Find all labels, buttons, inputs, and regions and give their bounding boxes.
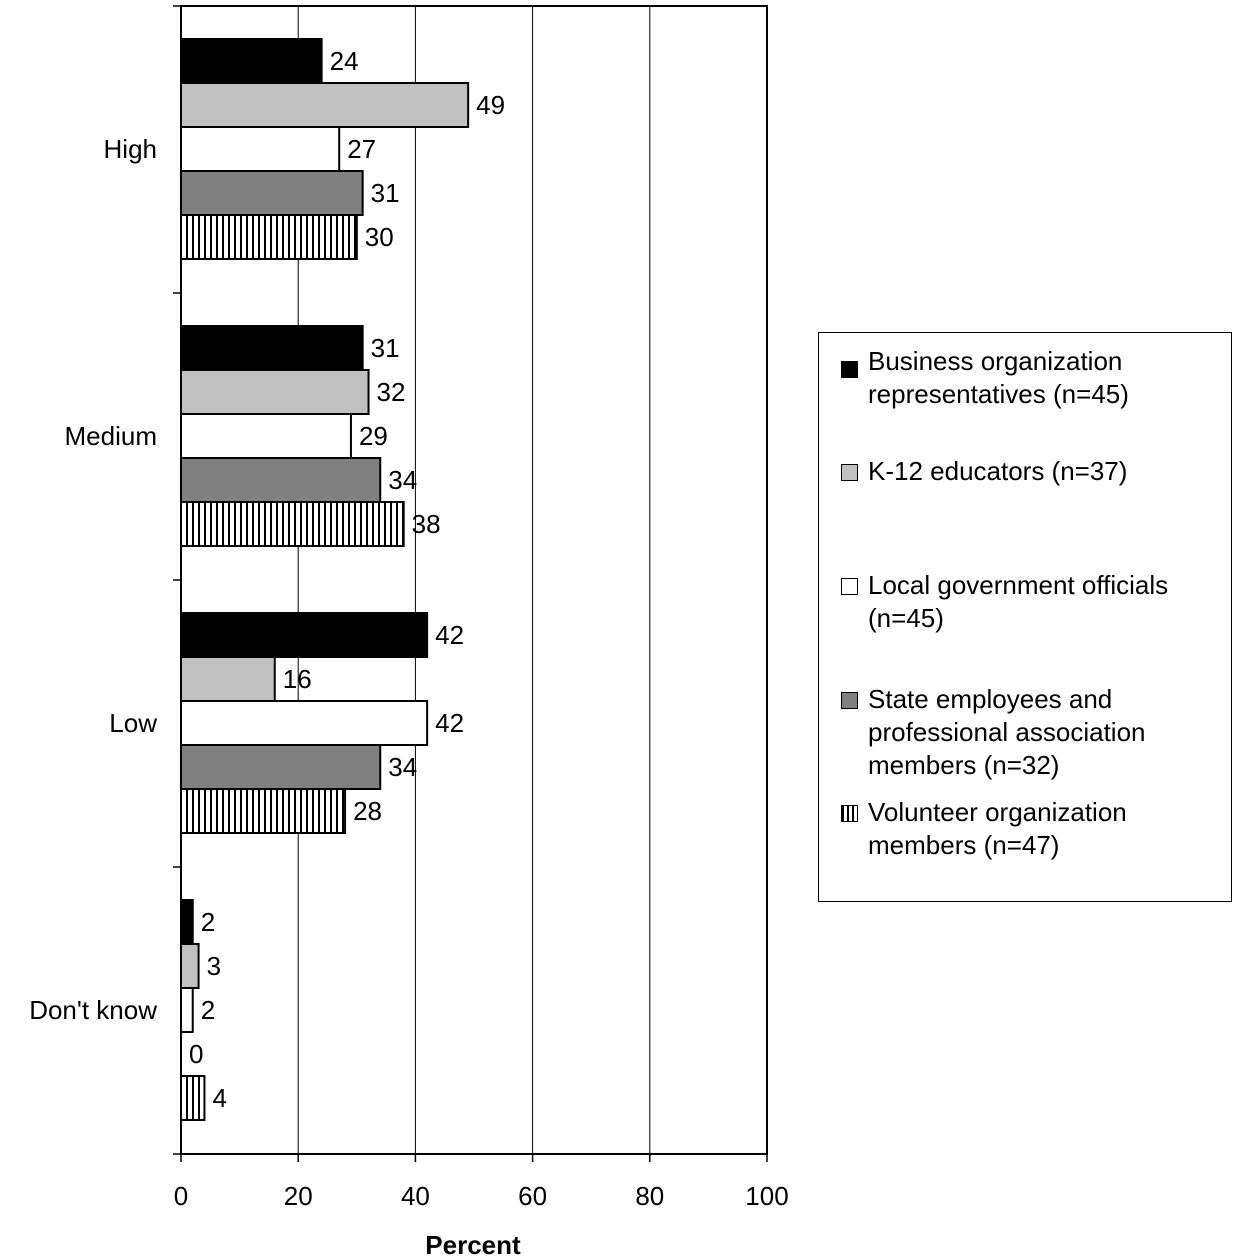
x-tick-label: 0 (174, 1181, 188, 1211)
legend-label-state: State employees and professional associa… (868, 684, 1146, 780)
bar (180, 899, 194, 945)
legend-label-local-gov: Local government officials (n=45) (868, 570, 1169, 633)
x-tick-label: 80 (635, 1181, 664, 1211)
data-label: 29 (359, 421, 388, 451)
bar (180, 700, 429, 746)
category-label: Medium (65, 421, 157, 451)
data-label: 42 (435, 620, 464, 650)
data-label: 2 (201, 907, 215, 937)
data-label: 34 (388, 465, 417, 495)
data-label: 42 (435, 708, 464, 738)
bar (180, 82, 470, 128)
x-axis-title: Percent (425, 1230, 521, 1259)
axes (173, 5, 768, 1162)
data-label: 31 (371, 333, 400, 363)
legend-swatch-local-gov (841, 578, 858, 595)
bar (180, 170, 364, 216)
bar (180, 943, 200, 989)
legend-label-business: Business organization representatives (n… (868, 346, 1129, 409)
bar (180, 126, 341, 172)
bar (180, 1075, 206, 1121)
bar (180, 656, 276, 702)
bar (180, 457, 382, 503)
bar (180, 501, 405, 547)
data-label: 38 (412, 509, 441, 539)
bar (180, 744, 382, 790)
x-tick-label: 100 (745, 1181, 788, 1211)
data-label: 16 (283, 664, 312, 694)
x-tick-label: 60 (518, 1181, 547, 1211)
data-label: 32 (377, 377, 406, 407)
data-label: 2 (201, 995, 215, 1025)
bar (180, 325, 364, 371)
x-tick-label: 20 (284, 1181, 313, 1211)
legend-swatch-volunteer (841, 805, 858, 822)
data-label: 24 (330, 46, 359, 76)
legend-label-k12: K-12 educators (n=37) (868, 456, 1128, 486)
bar (180, 369, 370, 415)
legend: Business organization representatives (n… (818, 332, 1232, 902)
bar (180, 413, 352, 459)
data-label: 30 (365, 222, 394, 252)
labels: 0 20 40 60 80 100PercentHigh2449273130Medium3… (29, 46, 789, 1259)
legend-swatch-state (841, 692, 858, 709)
x-tick-label: 40 (401, 1181, 430, 1211)
data-label: 49 (476, 90, 505, 120)
data-label: 31 (371, 178, 400, 208)
data-label: 28 (353, 796, 382, 826)
bar (180, 38, 323, 84)
data-label: 3 (207, 951, 221, 981)
bar (180, 612, 429, 658)
bar (180, 214, 358, 260)
data-label: 0 (189, 1039, 203, 1069)
gridlines (297, 6, 651, 1154)
category-label: Don't know (29, 995, 157, 1025)
category-label: Low (109, 708, 157, 738)
data-label: 27 (347, 134, 376, 164)
bar (180, 788, 347, 834)
data-label: 4 (212, 1083, 226, 1113)
bar (180, 987, 194, 1033)
legend-label-volunteer: Volunteer organization members (n=47) (868, 797, 1127, 860)
bars (180, 38, 470, 1121)
category-label: High (104, 134, 157, 164)
legend-swatch-business (841, 361, 858, 378)
data-label: 34 (388, 752, 417, 782)
legend-swatch-k12 (841, 464, 858, 481)
